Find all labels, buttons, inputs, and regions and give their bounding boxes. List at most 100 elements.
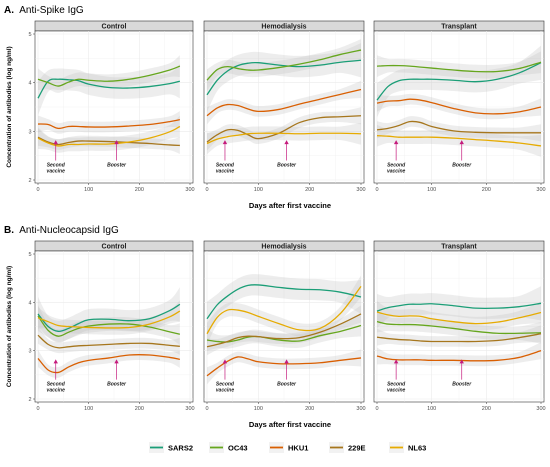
section-a-title: A. Anti-Spike IgG xyxy=(4,5,84,16)
x-tick-label: 0 xyxy=(375,187,378,193)
x-tick-label: 300 xyxy=(356,187,365,193)
panel-transplant: Transplant Second vaccine Booster 0 100 200 300 xyxy=(373,20,546,193)
series-line-sars2 xyxy=(206,284,362,320)
ci-band-nl63 xyxy=(207,122,361,155)
panel-transplant: Transplant Second vaccine Booster 0 100 200 300 xyxy=(373,240,546,412)
y-tick-label: 3 xyxy=(28,129,31,135)
legend-label: SARS2 xyxy=(168,444,193,453)
gridlines xyxy=(374,251,544,402)
x-tick-label: 200 xyxy=(135,406,144,412)
gridlines xyxy=(374,31,544,183)
section-b-chart: Concentration of antibodies (log ng/ml) C… xyxy=(6,240,546,412)
annotation-line: vaccine xyxy=(216,169,235,175)
series-line-sars2 xyxy=(376,62,542,101)
series-line-229e xyxy=(37,334,180,349)
x-tick-label: 200 xyxy=(305,187,314,193)
annotation-line: Booster xyxy=(452,163,472,169)
ci-band-oc43 xyxy=(377,310,541,344)
x-tick-label: 200 xyxy=(135,187,144,193)
series-line-229e xyxy=(37,136,180,147)
series-line-oc43 xyxy=(206,49,362,81)
legend-label: 229E xyxy=(348,444,366,453)
annotation-line: Booster xyxy=(452,382,472,388)
ci-band-oc43 xyxy=(207,314,361,351)
series-line-oc43 xyxy=(37,65,181,87)
strip-label: Control xyxy=(102,23,127,30)
x-tick-label: 200 xyxy=(305,406,314,412)
section-b-title: B. Anti-Nucleocapsid IgG xyxy=(4,225,119,236)
legend-item-oc43: OC43 xyxy=(209,442,248,453)
annotation-arrowhead xyxy=(114,359,119,364)
annotation-second-vaccine: Second vaccine xyxy=(216,163,235,175)
x-tick-label: 0 xyxy=(375,406,378,412)
annotation-second-vaccine: Second vaccine xyxy=(387,163,406,175)
panel-hemodialysis: Hemodialysis Second vaccine Booster 0 100 200 3… xyxy=(203,20,366,193)
annotation-arrowhead xyxy=(284,359,289,364)
annotation-line: vaccine xyxy=(387,388,406,394)
x-tick-label: 0 xyxy=(36,406,39,412)
x-tick-label: 100 xyxy=(84,187,93,193)
ci-band-229e xyxy=(38,326,180,355)
gridlines xyxy=(35,31,193,183)
series-line-229e xyxy=(376,333,542,343)
ci-band-sars2 xyxy=(207,43,361,112)
x-tick-label: 300 xyxy=(536,187,545,193)
section-b-name: Anti-Nucleocapsid IgG xyxy=(19,225,119,236)
annotation-booster: Booster xyxy=(107,382,127,388)
x-tick-label: 200 xyxy=(482,187,491,193)
legend-label: OC43 xyxy=(228,444,248,453)
annotation-booster: Booster xyxy=(452,163,472,169)
y-tick-label: 3 xyxy=(28,349,31,355)
section-a-chart: Concentration of antibodies (log ng/ml) C… xyxy=(6,20,546,193)
series-line-hku1 xyxy=(376,98,542,115)
annotation-line: Second xyxy=(387,163,406,169)
series-line-sars2 xyxy=(206,59,362,96)
annotation-arrowhead xyxy=(53,359,58,364)
x-tick-label: 0 xyxy=(205,406,208,412)
strip-label: Hemodialysis xyxy=(261,243,306,250)
series-line-sars2 xyxy=(37,78,181,99)
annotation-line: Booster xyxy=(277,382,297,388)
series-line-nl63 xyxy=(206,285,362,335)
y-tick-label: 2 xyxy=(28,178,31,184)
x-tick-label: 100 xyxy=(427,406,436,412)
series-line-hku1 xyxy=(37,119,180,130)
x-tick-label: 100 xyxy=(84,406,93,412)
x-tick-label: 0 xyxy=(205,187,208,193)
annotation-line: vaccine xyxy=(216,388,235,394)
annotation-arrowhead xyxy=(459,359,464,364)
y-tick-label: 2 xyxy=(28,397,31,403)
annotation-arrowhead xyxy=(393,140,399,145)
x-tick-label: 100 xyxy=(254,406,263,412)
section-b-xaxis-title: Days after first vaccine xyxy=(249,420,331,429)
x-tick-label: 300 xyxy=(536,406,545,412)
legend-item-hku1: HKU1 xyxy=(269,442,308,453)
annotation-booster: Booster xyxy=(277,163,297,169)
x-tick-label: 100 xyxy=(254,187,263,193)
x-tick-label: 300 xyxy=(185,187,194,193)
ci-band-229e xyxy=(207,305,361,356)
annotation-line: Booster xyxy=(107,382,127,388)
annotation-second-vaccine: Second vaccine xyxy=(216,382,235,394)
y-tick-label: 4 xyxy=(28,81,31,87)
ci-band-oc43 xyxy=(38,305,180,346)
series-line-hku1 xyxy=(206,88,362,117)
ci-band-oc43 xyxy=(38,55,180,93)
y-tick-label: 5 xyxy=(28,252,31,258)
x-tick-label: 100 xyxy=(427,187,436,193)
annotation-line: Second xyxy=(216,163,235,169)
ci-band-hku1 xyxy=(207,80,361,125)
series-line-oc43 xyxy=(376,321,542,335)
series-line-229e xyxy=(206,313,362,348)
section-a-xaxis-title: Days after first vaccine xyxy=(249,201,331,210)
annotation-line: Booster xyxy=(107,163,127,169)
section-a-name: Anti-Spike IgG xyxy=(19,5,84,16)
strip-label: Control xyxy=(102,243,127,250)
series-line-229e xyxy=(206,115,362,143)
panel-control: Control Second vaccine Booster 0 100 200 300 2 3 4… xyxy=(28,240,195,412)
panel-hemodialysis: Hemodialysis Second vaccine Booster 0 100 200 3… xyxy=(203,240,366,412)
x-tick-label: 300 xyxy=(185,406,194,412)
annotation-line: Second xyxy=(47,382,66,388)
series-line-nl63 xyxy=(37,125,181,147)
